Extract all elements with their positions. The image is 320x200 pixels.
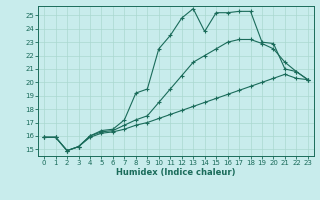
X-axis label: Humidex (Indice chaleur): Humidex (Indice chaleur) <box>116 168 236 177</box>
